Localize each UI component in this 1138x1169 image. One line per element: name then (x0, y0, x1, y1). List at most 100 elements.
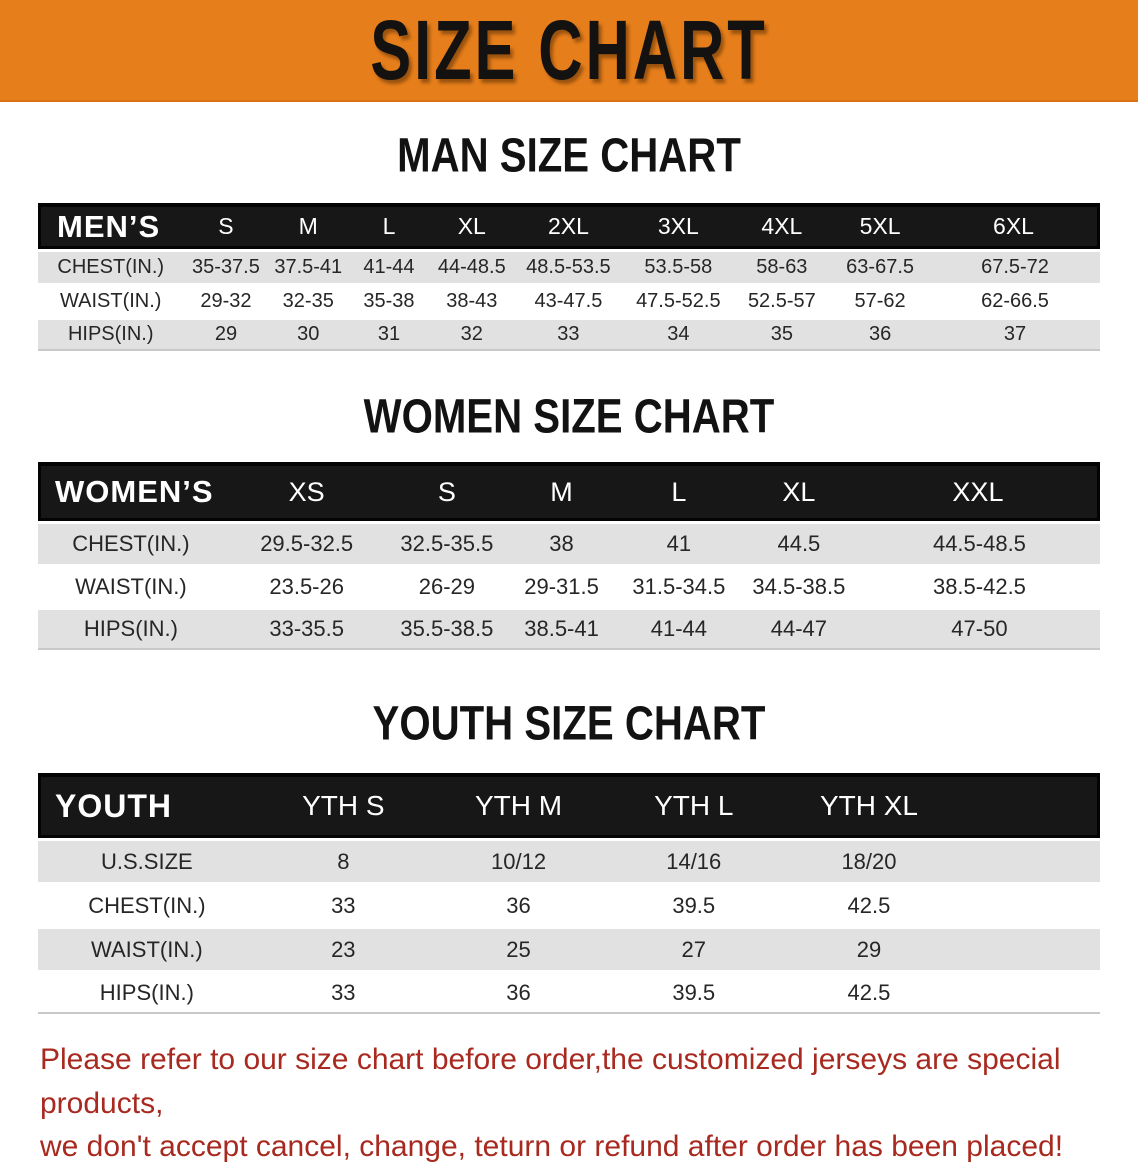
value-cell: 58-63 (733, 249, 831, 283)
value-cell: 29 (183, 317, 269, 351)
size-header-cell: XS (223, 462, 390, 521)
value-cell: 53.5-58 (623, 249, 734, 283)
value-cell: 32-35 (268, 283, 349, 317)
value-cell: 57-62 (830, 283, 930, 317)
value-cell: 44-47 (738, 607, 859, 650)
value-cell: 29-32 (183, 283, 269, 317)
value-cell: 42.5 (781, 970, 957, 1014)
value-cell: 39.5 (606, 882, 782, 926)
women-size-table: WOMEN’S XS S M L XL XXL CHEST(IN.) 29.5-32.5 32.5… (38, 462, 1100, 650)
value-cell: 36 (430, 970, 607, 1014)
value-cell: 31 (348, 317, 430, 351)
value-cell: 36 (830, 317, 930, 351)
value-cell: 41-44 (348, 249, 430, 283)
value-cell: 35-38 (348, 283, 430, 317)
row-label-cell: HIPS(IN.) (38, 317, 184, 351)
measurement-row: HIPS(IN.) 33 36 39.5 42.5 (38, 970, 1100, 1014)
spacer-cell (956, 773, 1100, 838)
size-header-cell: 2XL (513, 203, 624, 249)
row-label-cell: CHEST(IN.) (38, 882, 256, 926)
row-label-cell: CHEST(IN.) (38, 249, 184, 283)
value-cell: 14/16 (606, 838, 782, 882)
value-cell: 35-37.5 (183, 249, 269, 283)
women-size-table-wrap: WOMEN’S XS S M L XL XXL CHEST(IN.) 29.5-32.5 32.5… (38, 462, 1100, 650)
value-cell: 29.5-32.5 (223, 521, 390, 564)
value-cell: 29 (781, 926, 957, 970)
value-cell: 44.5 (738, 521, 859, 564)
men-section-heading: MAN SIZE CHART (397, 127, 741, 183)
value-cell: 42.5 (781, 882, 957, 926)
size-header-cell: M (268, 203, 349, 249)
men-size-table: MEN’S S M L XL 2XL 3XL 4XL 5XL 6XL CHEST(IN.) 35-37… (38, 203, 1100, 351)
value-cell: 25 (430, 926, 607, 970)
value-cell: 34.5-38.5 (738, 564, 859, 607)
value-cell: 44-48.5 (429, 249, 514, 283)
size-header-cell: XL (429, 203, 514, 249)
measurement-row: CHEST(IN.) 35-37.5 37.5-41 41-44 44-48.5 48.5… (38, 249, 1100, 283)
size-header-cell: 6XL (930, 203, 1100, 249)
row-label-cell: CHEST(IN.) (38, 521, 224, 564)
measurement-row: HIPS(IN.) 29 30 31 32 33 34 35 36 37 (38, 317, 1100, 351)
size-header-row: WOMEN’S XS S M L XL XXL (38, 462, 1100, 521)
value-cell: 44.5-48.5 (858, 521, 1100, 564)
size-header-row: YOUTH YTH S YTH M YTH L YTH XL (38, 773, 1100, 838)
value-cell: 23.5-26 (223, 564, 390, 607)
value-cell: 34 (623, 317, 734, 351)
value-cell: 38.5-42.5 (858, 564, 1100, 607)
value-cell: 32 (429, 317, 514, 351)
value-cell: 8 (255, 838, 431, 882)
value-cell: 35.5-38.5 (389, 607, 505, 650)
value-cell: 36 (430, 882, 607, 926)
value-cell: 38.5-41 (504, 607, 619, 650)
value-cell: 62-66.5 (930, 283, 1100, 317)
table-title-cell: YOUTH (38, 773, 256, 838)
value-cell: 33 (255, 882, 431, 926)
table-title-cell: WOMEN’S (38, 462, 224, 521)
value-cell: 10/12 (430, 838, 607, 882)
value-cell: 37.5-41 (268, 249, 349, 283)
spacer-cell (956, 970, 1100, 1014)
value-cell: 67.5-72 (930, 249, 1100, 283)
measurement-row: HIPS(IN.) 33-35.5 35.5-38.5 38.5-41 41-44 44-… (38, 607, 1100, 650)
value-cell: 37 (930, 317, 1100, 351)
value-cell: 43-47.5 (513, 283, 624, 317)
size-header-row: MEN’S S M L XL 2XL 3XL 4XL 5XL 6XL (38, 203, 1100, 249)
size-header-cell: YTH L (606, 773, 782, 838)
size-header-cell: 4XL (733, 203, 831, 249)
spacer-cell (956, 838, 1100, 882)
disclaimer-line-1: Please refer to our size chart before or… (40, 1043, 1061, 1120)
value-cell: 29-31.5 (504, 564, 619, 607)
value-cell: 39.5 (606, 970, 782, 1014)
women-section-heading: WOMEN SIZE CHART (363, 388, 775, 444)
youth-size-table: YOUTH YTH S YTH M YTH L YTH XL U.S.SIZE 8 10/12… (38, 773, 1100, 1014)
value-cell: 41-44 (618, 607, 739, 650)
value-cell: 63-67.5 (830, 249, 930, 283)
disclaimer-line-2: we don't accept cancel, change, teturn o… (40, 1130, 1064, 1163)
size-header-cell: XXL (858, 462, 1100, 521)
measurement-row: WAIST(IN.) 29-32 32-35 35-38 38-43 43-47.5 47.… (38, 283, 1100, 317)
row-label-cell: U.S.SIZE (38, 838, 256, 882)
measurement-row: U.S.SIZE 8 10/12 14/16 18/20 (38, 838, 1100, 882)
value-cell: 47-50 (858, 607, 1100, 650)
measurement-row: CHEST(IN.) 29.5-32.5 32.5-35.5 38 41 44.5 44.5… (38, 521, 1100, 564)
value-cell: 31.5-34.5 (618, 564, 739, 607)
size-header-cell: XL (738, 462, 859, 521)
youth-section-heading: YOUTH SIZE CHART (372, 695, 766, 751)
banner: SIZE CHART (0, 0, 1138, 102)
value-cell: 33-35.5 (223, 607, 390, 650)
row-label-cell: WAIST(IN.) (38, 564, 224, 607)
men-size-table-wrap: MEN’S S M L XL 2XL 3XL 4XL 5XL 6XL CHEST(IN.) 35-37… (38, 203, 1100, 351)
value-cell: 27 (606, 926, 782, 970)
size-header-cell: YTH S (255, 773, 431, 838)
value-cell: 32.5-35.5 (389, 521, 505, 564)
order-disclaimer: Please refer to our size chart before or… (40, 1038, 1118, 1169)
value-cell: 52.5-57 (733, 283, 831, 317)
value-cell: 23 (255, 926, 431, 970)
value-cell: 33 (513, 317, 624, 351)
row-label-cell: WAIST(IN.) (38, 926, 256, 970)
spacer-cell (956, 882, 1100, 926)
size-header-cell: YTH XL (781, 773, 957, 838)
row-label-cell: WAIST(IN.) (38, 283, 184, 317)
size-header-cell: 5XL (830, 203, 930, 249)
size-header-cell: S (183, 203, 269, 249)
